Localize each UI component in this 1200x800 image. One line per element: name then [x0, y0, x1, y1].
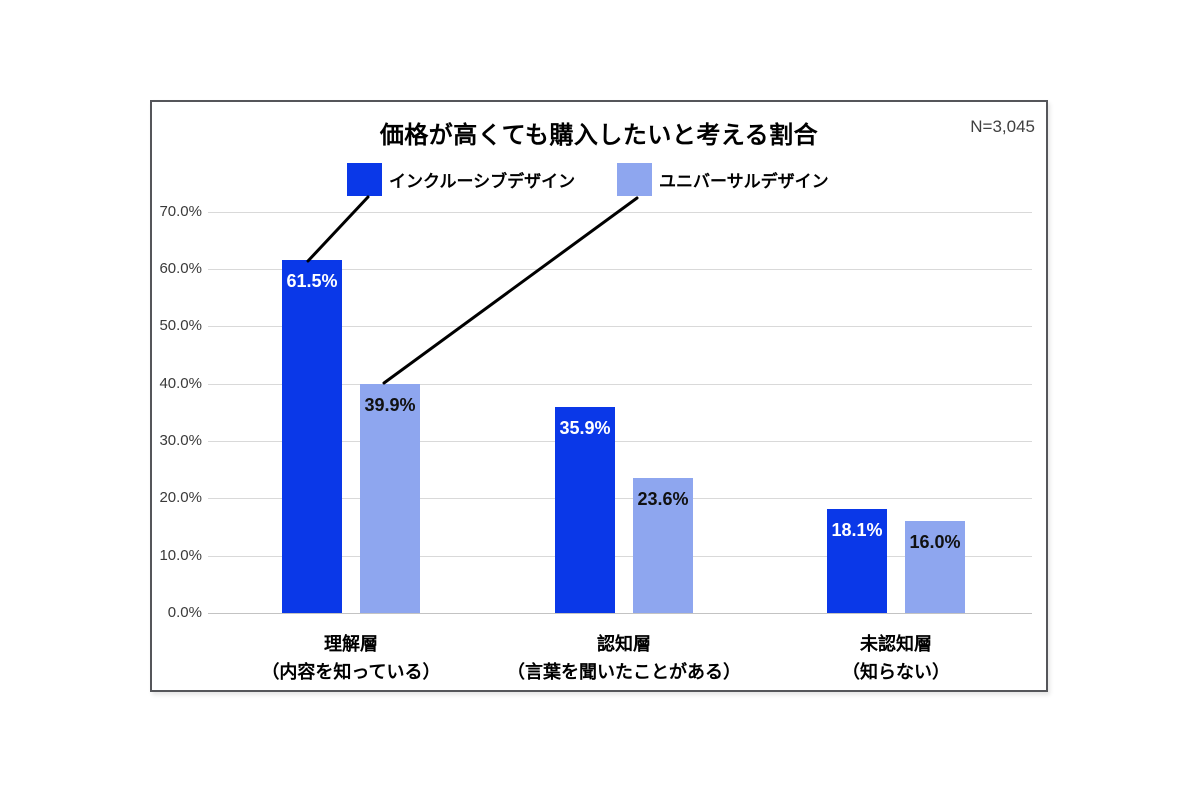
- gridline: [208, 555, 1032, 557]
- y-axis-tick-label: 20.0%: [159, 489, 202, 507]
- category-subtitle: （内容を知っている）: [261, 662, 441, 682]
- y-axis-tick-label: 0.0%: [167, 604, 202, 621]
- gridline: [208, 440, 1032, 442]
- legend-item-universal-design: ユニバーサルデザイン: [617, 163, 829, 196]
- legend-swatch-universal-design: [617, 163, 652, 196]
- chart-title: 価格が高くても購入したいと考える割合: [379, 122, 819, 149]
- y-axis-tick-label: 10.0%: [159, 546, 202, 564]
- bar-series0-cat0: 61.5%: [282, 260, 342, 613]
- legend-label-inclusive-design: インクルーシブデザイン: [389, 172, 576, 191]
- y-axis-tick-label: 30.0%: [159, 431, 202, 449]
- bar-value-label: 16.0%: [909, 532, 961, 553]
- plot-area: 0.0% 10.0% 20.0% 30.0% 40.0% 50.0% 60.0% 70.0% 6…: [152, 102, 1046, 690]
- y-axis-tick-label: 70.0%: [159, 202, 202, 220]
- bar-series1-cat0: 39.9%: [360, 384, 420, 613]
- bar-series0-cat1: 35.9%: [555, 407, 615, 613]
- category-subtitle: （言葉を聞いたことがある）: [507, 662, 741, 682]
- category-label-2: 未認知層 （知らない）: [756, 630, 1036, 686]
- bar-value-label: 18.1%: [831, 520, 883, 541]
- category-label-1: 認知層 （言葉を聞いたことがある）: [484, 630, 764, 686]
- bar-value-label: 61.5%: [286, 271, 338, 292]
- legend-swatch-inclusive-design: [347, 163, 382, 196]
- gridline: [208, 498, 1032, 500]
- gridline: [208, 211, 1032, 213]
- category-subtitle: （知らない）: [842, 662, 950, 682]
- bar-series0-cat2: 18.1%: [827, 509, 887, 613]
- bar-series1-cat1: 23.6%: [633, 477, 693, 613]
- bar-value-label: 35.9%: [559, 418, 611, 439]
- category-name: 認知層: [597, 634, 651, 654]
- legend-label-universal-design: ユニバーサルデザイン: [659, 172, 829, 191]
- category-name: 未認知層: [860, 634, 932, 654]
- y-axis-tick-label: 50.0%: [159, 317, 202, 335]
- y-axis-tick-label: 60.0%: [159, 259, 202, 277]
- category-name: 理解層: [324, 634, 378, 654]
- bar-value-label: 23.6%: [637, 488, 689, 509]
- bar-value-label: 39.9%: [364, 395, 416, 416]
- y-axis-tick-label: 40.0%: [159, 374, 202, 392]
- gridline: [208, 613, 1032, 614]
- legend-item-inclusive-design: インクルーシブデザイン: [347, 163, 575, 196]
- category-label-0: 理解層 （内容を知っている）: [211, 630, 491, 686]
- bar-series1-cat2: 16.0%: [905, 521, 965, 613]
- chart-panel: 価格が高くても購入したいと考える割合 N=3,045 インクルーシブデザイン ユ…: [150, 100, 1048, 692]
- sample-size-label: N=3,045: [970, 117, 1035, 136]
